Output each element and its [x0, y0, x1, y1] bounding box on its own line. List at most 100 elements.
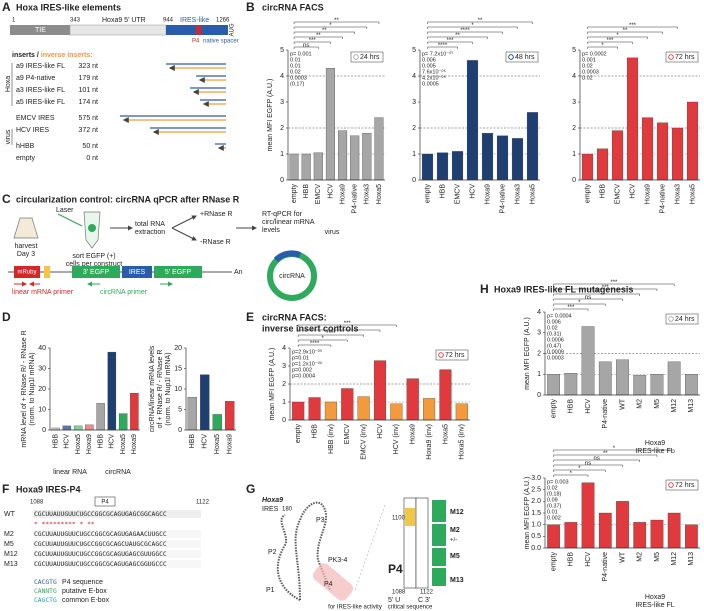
significance-label: *** [309, 38, 317, 44]
panel-label: H [480, 282, 489, 296]
significance-bracket [297, 334, 364, 337]
significance-label: **** [310, 341, 320, 347]
p-value: 0.02 [547, 325, 558, 331]
group-label: Hoxa9 [645, 440, 665, 447]
panel-label: C [2, 192, 11, 206]
legend-label: putative E-box [62, 588, 107, 595]
significance-bracket [427, 36, 488, 39]
legend-label: 72 hrs [675, 482, 695, 489]
significance-label: ns [593, 456, 599, 462]
significance-bracket [587, 26, 678, 29]
p-value: 0.006 [422, 57, 436, 63]
utr-segment [69, 24, 167, 36]
bar [62, 425, 72, 431]
y-tick-label: 0 [572, 177, 576, 184]
x-tick-label: M12 [671, 399, 678, 413]
cells [88, 224, 96, 232]
panel-label: G [246, 482, 255, 496]
insert-size: 372 nt [79, 127, 99, 134]
bar [107, 351, 117, 431]
y-tick-label: 4 [280, 73, 284, 80]
y-axis-label: mRNA level of + RNase R/ - RNase R [21, 330, 28, 447]
bar [581, 153, 594, 181]
x-tick-label: HBB [568, 399, 575, 414]
y-tick-label: 0 [537, 392, 541, 399]
group-label: virus [5, 129, 12, 144]
group-label: Hoxa [5, 76, 12, 92]
x-tick-label: empty [424, 184, 431, 204]
y-tick-label: 5 [572, 47, 576, 54]
tie-segment [10, 25, 70, 35]
insert-name: a9 IRES-like FL [16, 63, 65, 70]
significance-bracket [293, 21, 380, 24]
x-tick-label: HBB [599, 184, 606, 199]
seq-bg [33, 510, 201, 518]
x-tick-label: HBB (inv) [328, 424, 335, 454]
rna-structure [294, 501, 331, 601]
p-value: p=0.01 [292, 355, 309, 361]
spacer-label: native spacer [203, 39, 239, 45]
sequence: CGCUUAUUGUUCUGCCGGCGCAGUGAGCGGUGCCC [34, 561, 167, 568]
legend-label: common E-box [62, 597, 110, 604]
bar [598, 512, 612, 549]
p-value: 0.002 [547, 515, 561, 521]
bar [564, 373, 578, 396]
tie-label: TIE [35, 27, 46, 34]
significance-bracket [553, 303, 606, 306]
x-tick-label: Hoxa5 [689, 184, 696, 204]
significance-bracket [553, 464, 623, 467]
ires [122, 266, 152, 278]
bar [686, 101, 699, 181]
p-value: 0.0003 [290, 75, 307, 81]
y-tick-label: 0 [280, 177, 284, 184]
x-tick-label: M2 [637, 552, 644, 562]
y-tick-label: 2.5 [531, 487, 541, 494]
text: M13 [450, 577, 464, 584]
sequence: CGCUUAUUGUUCUGCCGGCGCAGCUAUGCGCAGCC [34, 541, 167, 548]
significance-label: *** [629, 23, 637, 29]
significance-label: *** [344, 321, 352, 327]
text: -RNase R [200, 239, 231, 246]
x-tick-label: Hoxa3 [674, 184, 681, 204]
legend-label: 48 hrs [515, 54, 535, 61]
bar-chart: 0 1 2 3 4 24 hrs empty HBB HCV P4-native WT M2 M5 M12… [524, 280, 700, 455]
inserts: inserts / [12, 52, 41, 59]
x-tick-label: Hoxa9 (inv) [426, 424, 433, 460]
y-axis-label: mean MFI EGFP (A.U.) [524, 317, 531, 390]
panel-title: circularization control: circRNA qPCR af… [16, 194, 240, 204]
panel-label: F [2, 482, 9, 496]
p-value: 4.2x10⁻⁰⁵ [422, 74, 446, 81]
p4-label: P4 [192, 39, 200, 45]
position: 1 [12, 18, 16, 24]
legend-code: CAGCTG [34, 597, 57, 604]
significance-label: * [570, 471, 573, 477]
significance-bracket [553, 454, 658, 457]
text: M12 [450, 509, 464, 516]
bar [466, 60, 479, 181]
x-tick-label: M13 [688, 399, 695, 413]
significance-bracket [587, 41, 633, 44]
p-value: p=2.9x10⁻⁰⁵ [292, 348, 322, 355]
y-tick-label: 0 [412, 177, 416, 184]
group-label: virus [325, 229, 340, 236]
text: P4 [388, 562, 403, 576]
insert-name: HCV IRES [16, 127, 49, 134]
significance-bracket [297, 339, 348, 342]
bar [451, 151, 464, 181]
y-tick-label: 5 [178, 406, 182, 413]
bar [581, 326, 595, 396]
x-tick-label: M12 [671, 552, 678, 566]
p-value: (0.37) [547, 503, 562, 509]
y-tick-label: 3.0 [531, 475, 541, 482]
element [44, 266, 50, 278]
stem-label: P4 [324, 581, 333, 588]
x-tick-label: Hoxa9 [86, 434, 93, 454]
bar [73, 425, 83, 431]
bar [373, 360, 387, 421]
bar [357, 396, 370, 421]
x-tick-label: HCV [202, 434, 209, 449]
x-tick-label: M5 [654, 399, 661, 409]
p-value: (0.18) [547, 491, 562, 497]
significance-bracket [553, 459, 640, 462]
x-tick-label: P4-native [659, 184, 666, 214]
